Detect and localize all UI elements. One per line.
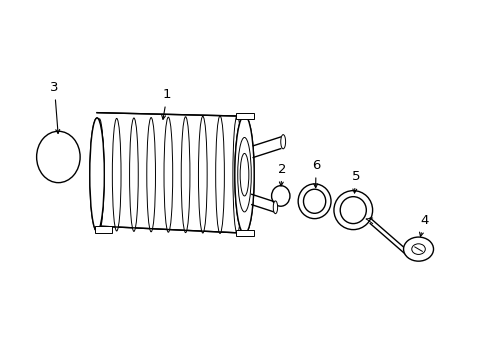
Text: 2: 2 (277, 163, 286, 186)
Ellipse shape (271, 186, 289, 206)
Ellipse shape (163, 117, 172, 232)
Ellipse shape (280, 135, 285, 149)
Ellipse shape (333, 191, 372, 230)
Ellipse shape (232, 116, 241, 234)
Ellipse shape (234, 115, 254, 234)
Polygon shape (95, 226, 111, 233)
Ellipse shape (273, 201, 277, 214)
Text: 5: 5 (351, 170, 359, 193)
Polygon shape (236, 113, 254, 119)
Text: 6: 6 (311, 159, 320, 188)
Ellipse shape (90, 118, 104, 231)
Ellipse shape (129, 118, 138, 231)
Ellipse shape (146, 118, 155, 232)
Ellipse shape (403, 237, 433, 261)
Ellipse shape (90, 118, 104, 231)
Ellipse shape (198, 116, 207, 233)
Ellipse shape (112, 118, 121, 231)
Ellipse shape (340, 197, 366, 224)
Ellipse shape (303, 189, 325, 213)
Ellipse shape (215, 116, 224, 234)
Ellipse shape (181, 117, 189, 233)
Text: 3: 3 (50, 81, 60, 134)
Ellipse shape (298, 184, 330, 219)
Ellipse shape (234, 115, 254, 234)
Text: 1: 1 (162, 89, 171, 119)
Text: 4: 4 (419, 214, 427, 237)
Polygon shape (236, 230, 254, 236)
Ellipse shape (95, 119, 103, 230)
